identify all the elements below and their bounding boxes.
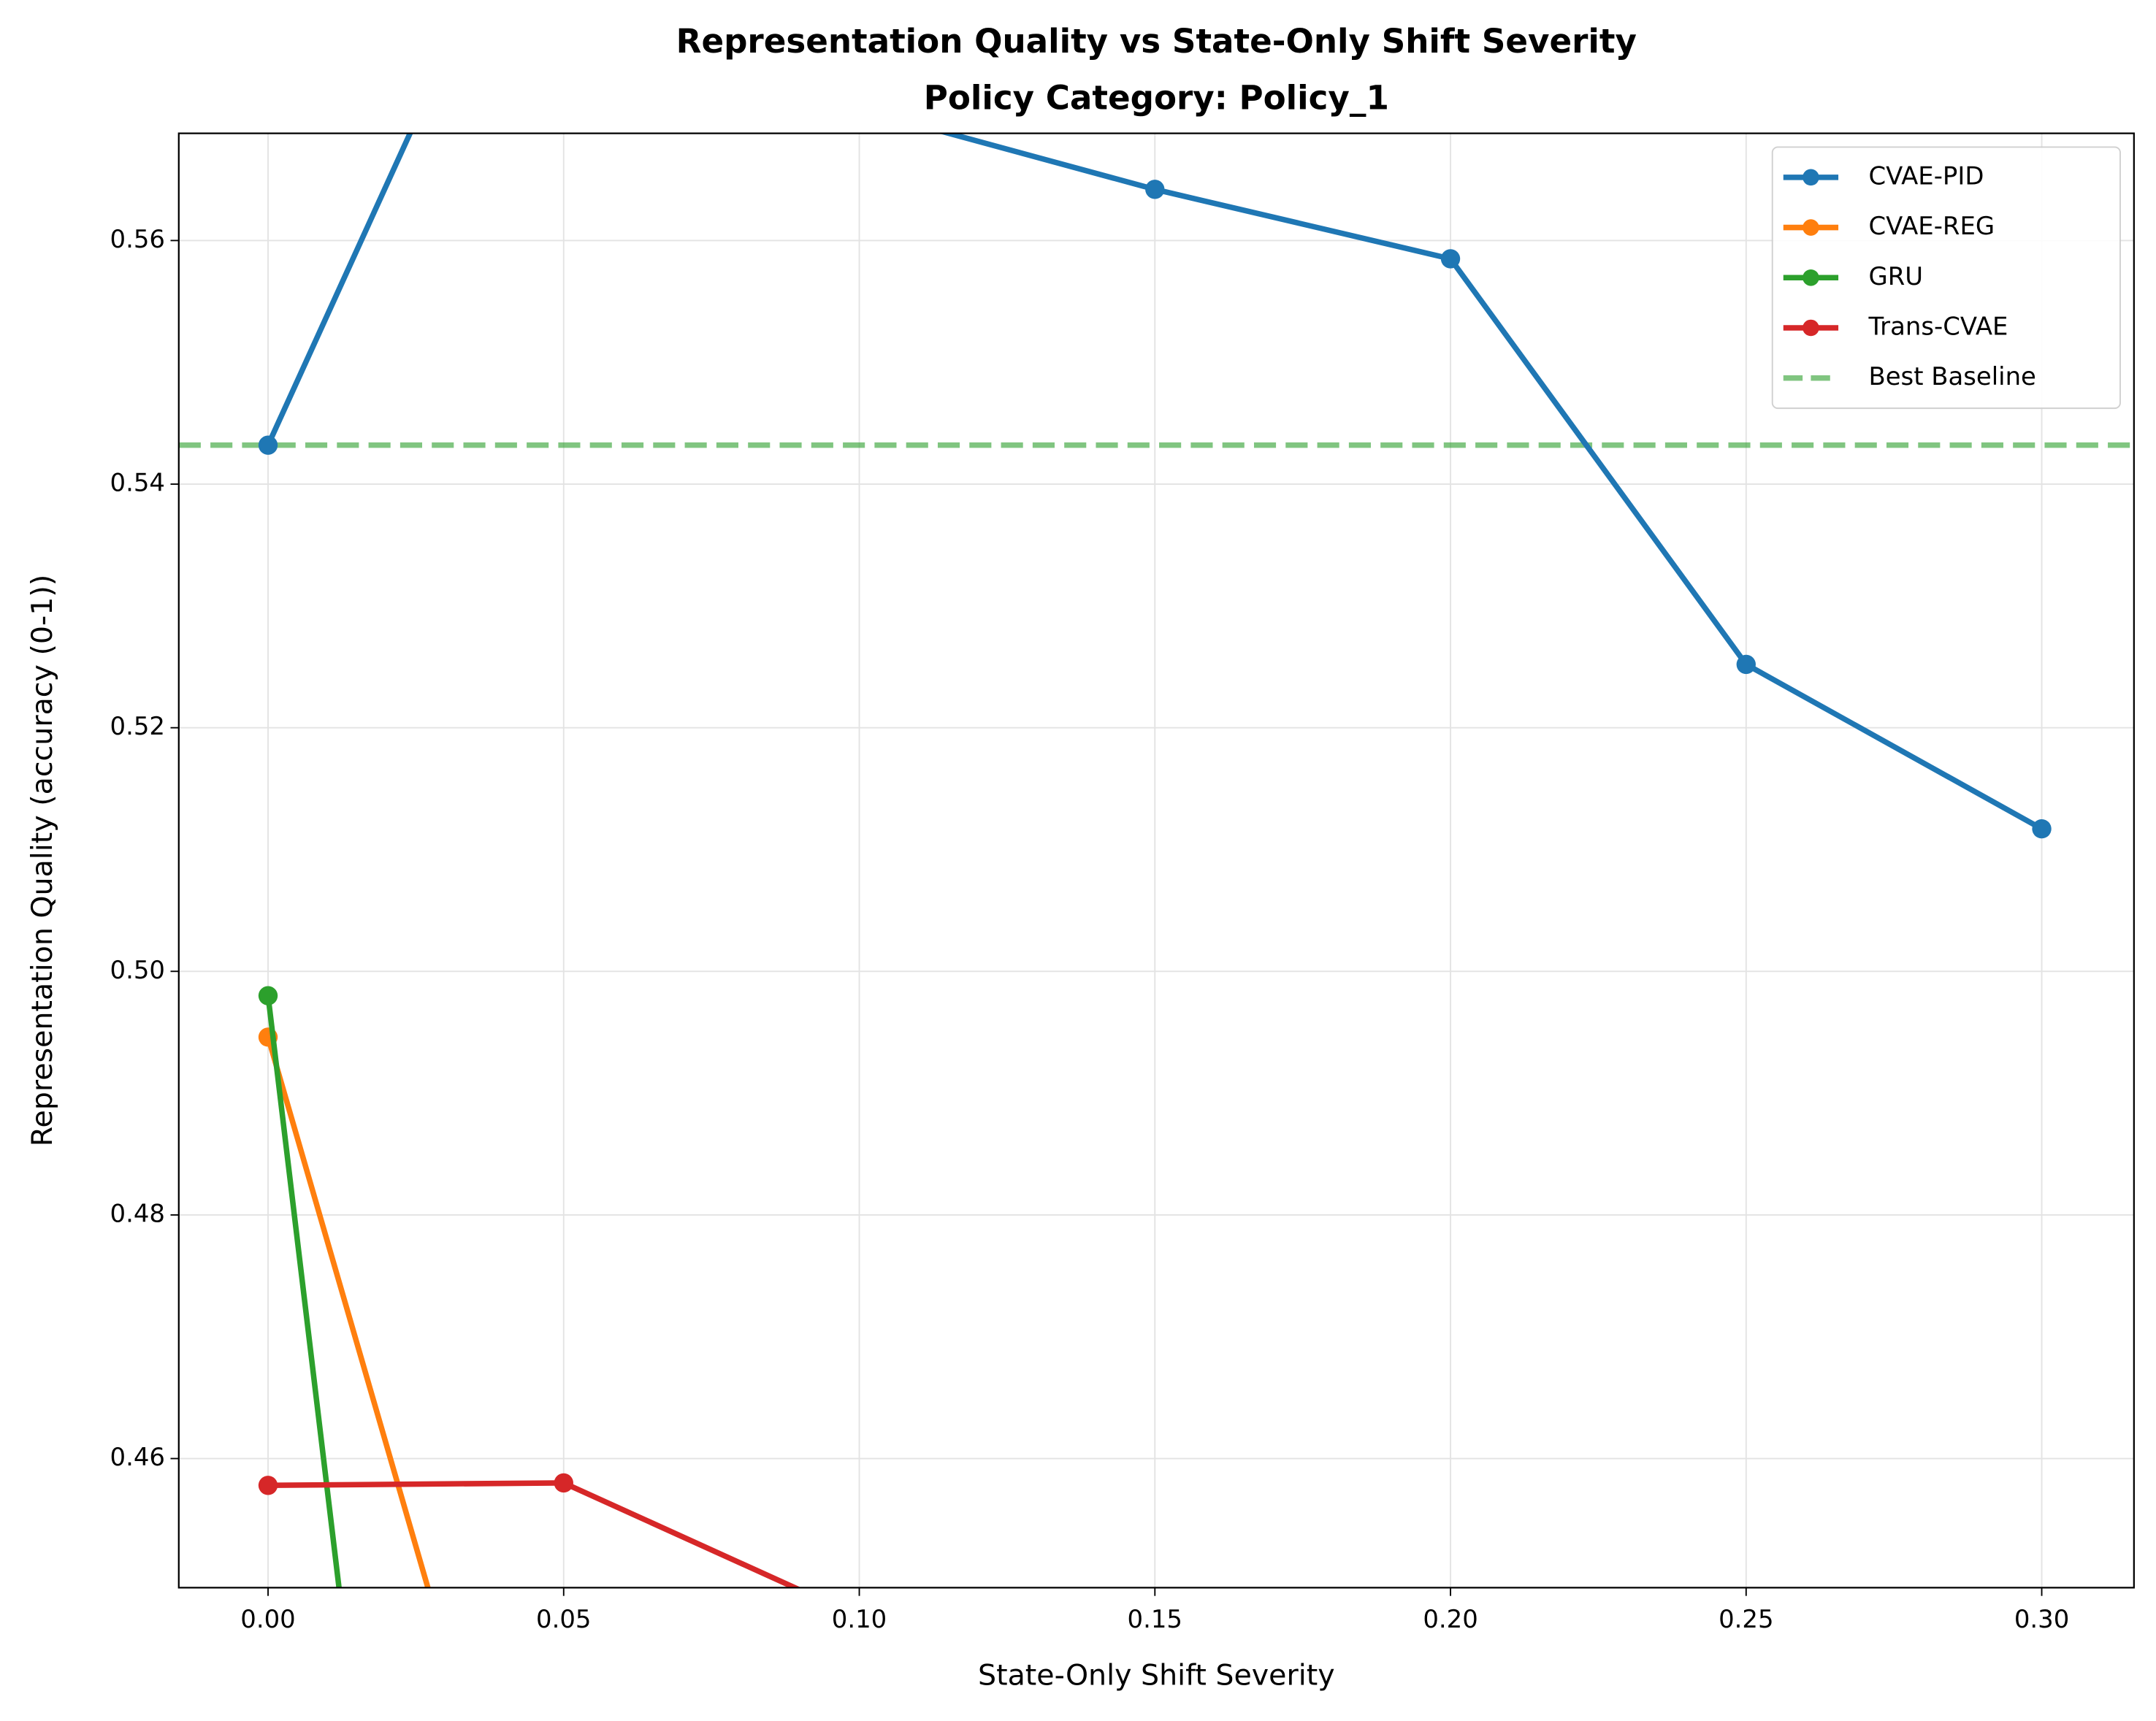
legend-label: GRU <box>1868 262 1923 291</box>
data-point <box>554 1473 573 1493</box>
y-axis-label: Representation Quality (accuracy (0-1)) <box>26 575 59 1146</box>
data-point <box>1145 1693 1164 1712</box>
data-point <box>258 986 278 1005</box>
x-axis-label: State-Only Shift Severity <box>978 1658 1335 1692</box>
x-tick-label: 0.30 <box>2014 1605 2069 1633</box>
data-point <box>258 435 278 455</box>
plot-frame <box>177 132 2135 1589</box>
data-point <box>849 99 868 118</box>
plot-lines <box>178 99 2134 1712</box>
x-tick-label: 0.20 <box>1423 1605 1478 1633</box>
legend-label: CVAE-PID <box>1868 161 1984 190</box>
data-point <box>2032 819 2052 839</box>
data-point <box>1736 654 1756 675</box>
y-tick-label: 0.50 <box>110 956 165 984</box>
legend: CVAE-PID CVAE-REG GRU Trans-CVAE Best Baseli… <box>1771 146 2121 410</box>
chart-title: Representation Quality vs State-Only Shi… <box>676 22 1637 61</box>
y-tick-label: 0.48 <box>110 1199 165 1227</box>
x-tick-label: 0.25 <box>1719 1605 1773 1633</box>
data-point <box>1145 180 1165 199</box>
legend-marker <box>1803 269 1819 286</box>
y-tick-label: 0.52 <box>110 712 165 740</box>
y-tick-label: 0.56 <box>110 225 165 253</box>
legend-label: Trans-CVAE <box>1868 312 2008 340</box>
y-tick-label: 0.46 <box>110 1443 165 1471</box>
legend-label: Best Baseline <box>1868 362 2035 391</box>
legend-marker <box>1803 219 1819 236</box>
x-tick-label: 0.05 <box>536 1605 591 1633</box>
grid: 0.00 0.05 0.10 0.15 0.20 0.25 0.30 0.46 0.48 0.50… <box>110 133 2134 1633</box>
data-point <box>1440 249 1461 269</box>
legend-marker <box>1803 169 1819 186</box>
x-tick-label: 0.10 <box>832 1605 887 1633</box>
y-tick-label: 0.54 <box>110 469 165 497</box>
x-tick-label: 0.15 <box>1128 1605 1182 1633</box>
x-tick-label: 0.00 <box>240 1605 295 1633</box>
legend-label: CVAE-REG <box>1868 212 1995 240</box>
chart-subtitle: Policy Category: Policy_1 <box>924 78 1389 117</box>
legend-marker <box>1803 319 1819 337</box>
data-point <box>258 1476 278 1495</box>
legend-box <box>1771 146 2121 410</box>
